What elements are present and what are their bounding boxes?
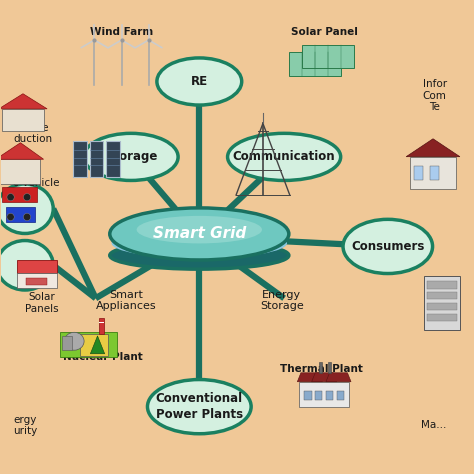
Text: Conventional
Power Plants: Conventional Power Plants bbox=[156, 392, 243, 421]
Polygon shape bbox=[62, 336, 73, 350]
Polygon shape bbox=[311, 373, 337, 382]
Ellipse shape bbox=[0, 184, 53, 234]
Polygon shape bbox=[0, 94, 47, 109]
Text: c Vehicle: c Vehicle bbox=[13, 178, 60, 188]
Ellipse shape bbox=[343, 219, 433, 273]
Polygon shape bbox=[304, 391, 311, 400]
Text: Smart
Appliances: Smart Appliances bbox=[96, 290, 156, 311]
Ellipse shape bbox=[0, 240, 53, 290]
Text: Ma...: Ma... bbox=[421, 420, 447, 430]
Polygon shape bbox=[289, 52, 341, 76]
Polygon shape bbox=[427, 314, 457, 321]
Polygon shape bbox=[106, 141, 120, 177]
Text: Solar Panel: Solar Panel bbox=[291, 27, 357, 37]
Ellipse shape bbox=[147, 380, 251, 434]
Polygon shape bbox=[80, 334, 108, 356]
Polygon shape bbox=[2, 109, 44, 131]
Polygon shape bbox=[328, 362, 331, 373]
Polygon shape bbox=[0, 159, 40, 184]
Polygon shape bbox=[6, 207, 36, 222]
Polygon shape bbox=[427, 282, 457, 289]
Polygon shape bbox=[337, 391, 344, 400]
Text: Thermal Plant: Thermal Plant bbox=[281, 364, 363, 374]
Text: Solar
Panels: Solar Panels bbox=[25, 292, 58, 314]
Polygon shape bbox=[73, 141, 87, 177]
Text: RE: RE bbox=[191, 75, 208, 88]
Text: Nuclear Plant: Nuclear Plant bbox=[63, 352, 143, 362]
Text: Smart Grid: Smart Grid bbox=[153, 227, 246, 241]
Polygon shape bbox=[17, 273, 56, 288]
Text: Wind Farm: Wind Farm bbox=[90, 27, 153, 37]
Polygon shape bbox=[406, 139, 460, 157]
Polygon shape bbox=[302, 45, 354, 68]
Text: Infor
Com
Te: Infor Com Te bbox=[422, 79, 447, 112]
Text: ergy
urity: ergy urity bbox=[13, 415, 37, 436]
Polygon shape bbox=[90, 141, 103, 177]
Ellipse shape bbox=[110, 242, 289, 269]
Polygon shape bbox=[100, 318, 104, 334]
Ellipse shape bbox=[228, 133, 341, 181]
Text: Storage: Storage bbox=[105, 150, 157, 164]
Circle shape bbox=[23, 213, 31, 220]
Circle shape bbox=[23, 193, 31, 201]
Text: Co...: Co... bbox=[423, 303, 447, 313]
Polygon shape bbox=[26, 278, 47, 285]
Circle shape bbox=[7, 213, 14, 220]
Polygon shape bbox=[0, 143, 44, 159]
Ellipse shape bbox=[64, 332, 84, 350]
Ellipse shape bbox=[157, 58, 242, 105]
Polygon shape bbox=[315, 391, 322, 400]
Text: house
duction: house duction bbox=[13, 123, 52, 144]
Ellipse shape bbox=[110, 208, 289, 260]
Polygon shape bbox=[319, 362, 322, 373]
Text: Energy
Storage: Energy Storage bbox=[260, 290, 304, 311]
Polygon shape bbox=[410, 157, 456, 189]
Ellipse shape bbox=[111, 228, 287, 258]
Polygon shape bbox=[297, 373, 322, 382]
Polygon shape bbox=[414, 165, 423, 180]
Ellipse shape bbox=[84, 133, 178, 181]
Polygon shape bbox=[424, 276, 460, 330]
Polygon shape bbox=[17, 260, 56, 273]
Polygon shape bbox=[2, 187, 37, 202]
Polygon shape bbox=[91, 336, 105, 354]
Polygon shape bbox=[60, 332, 117, 357]
Polygon shape bbox=[299, 382, 349, 407]
Polygon shape bbox=[427, 303, 457, 310]
Polygon shape bbox=[427, 292, 457, 300]
Ellipse shape bbox=[137, 216, 262, 244]
Text: Communication: Communication bbox=[233, 150, 336, 164]
Circle shape bbox=[7, 193, 14, 201]
Polygon shape bbox=[430, 165, 439, 180]
Text: Consumers: Consumers bbox=[351, 240, 425, 253]
Polygon shape bbox=[100, 321, 104, 323]
Polygon shape bbox=[326, 391, 333, 400]
Polygon shape bbox=[326, 373, 351, 382]
